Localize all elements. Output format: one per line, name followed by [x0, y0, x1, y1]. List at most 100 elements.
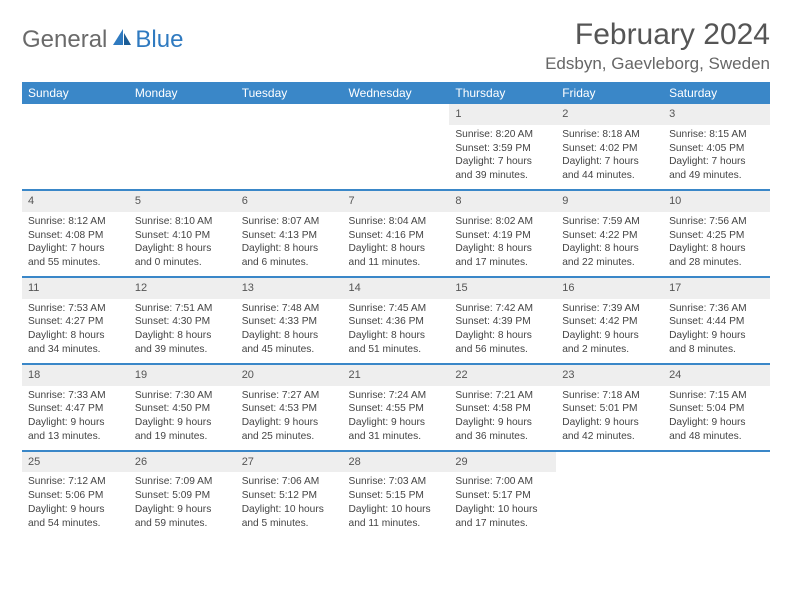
detail-line: Daylight: 7 hours and 55 minutes. [28, 242, 123, 270]
detail-line: Sunset: 4:39 PM [455, 315, 550, 329]
day-details: Sunrise: 7:27 AMSunset: 4:53 PMDaylight:… [236, 386, 343, 450]
detail-line: Sunrise: 7:36 AM [669, 302, 764, 316]
detail-line: Sunrise: 7:09 AM [135, 475, 230, 489]
day-number: 1 [449, 104, 556, 125]
day-number: 21 [343, 365, 450, 386]
day-number: 13 [236, 278, 343, 299]
detail-line: Sunset: 5:15 PM [349, 489, 444, 503]
day-number: 19 [129, 365, 236, 386]
detail-line: Daylight: 8 hours and 22 minutes. [562, 242, 657, 270]
weekday-header-row: Sunday Monday Tuesday Wednesday Thursday… [22, 82, 770, 104]
day-number: 17 [663, 278, 770, 299]
detail-line: Daylight: 7 hours and 49 minutes. [669, 155, 764, 183]
calendar-cell: 14Sunrise: 7:45 AMSunset: 4:36 PMDayligh… [343, 277, 450, 364]
calendar-cell: 10Sunrise: 7:56 AMSunset: 4:25 PMDayligh… [663, 190, 770, 277]
detail-line: Sunrise: 8:02 AM [455, 215, 550, 229]
detail-line: Sunset: 4:44 PM [669, 315, 764, 329]
calendar-row: 25Sunrise: 7:12 AMSunset: 5:06 PMDayligh… [22, 451, 770, 537]
detail-line: Daylight: 9 hours and 13 minutes. [28, 416, 123, 444]
detail-line: Sunrise: 8:04 AM [349, 215, 444, 229]
detail-line: Sunrise: 8:12 AM [28, 215, 123, 229]
calendar-cell: 8Sunrise: 8:02 AMSunset: 4:19 PMDaylight… [449, 190, 556, 277]
calendar-cell: 20Sunrise: 7:27 AMSunset: 4:53 PMDayligh… [236, 364, 343, 451]
weekday-header: Thursday [449, 82, 556, 104]
detail-line: Daylight: 8 hours and 11 minutes. [349, 242, 444, 270]
calendar-cell: 24Sunrise: 7:15 AMSunset: 5:04 PMDayligh… [663, 364, 770, 451]
detail-line: Sunrise: 7:30 AM [135, 389, 230, 403]
detail-line: Daylight: 8 hours and 51 minutes. [349, 329, 444, 357]
detail-line: Sunset: 4:10 PM [135, 229, 230, 243]
day-details: Sunrise: 7:56 AMSunset: 4:25 PMDaylight:… [663, 212, 770, 276]
weekday-header: Sunday [22, 82, 129, 104]
day-number: 9 [556, 191, 663, 212]
detail-line: Daylight: 10 hours and 11 minutes. [349, 503, 444, 531]
calendar-cell [343, 104, 450, 190]
day-details: Sunrise: 8:12 AMSunset: 4:08 PMDaylight:… [22, 212, 129, 276]
detail-line: Sunrise: 8:20 AM [455, 128, 550, 142]
calendar-cell: 12Sunrise: 7:51 AMSunset: 4:30 PMDayligh… [129, 277, 236, 364]
day-number: 8 [449, 191, 556, 212]
detail-line: Daylight: 9 hours and 25 minutes. [242, 416, 337, 444]
detail-line: Sunrise: 7:45 AM [349, 302, 444, 316]
day-number: 28 [343, 452, 450, 473]
calendar-cell: 22Sunrise: 7:21 AMSunset: 4:58 PMDayligh… [449, 364, 556, 451]
day-details: Sunrise: 7:03 AMSunset: 5:15 PMDaylight:… [343, 472, 450, 536]
detail-line: Sunset: 4:22 PM [562, 229, 657, 243]
calendar-cell: 15Sunrise: 7:42 AMSunset: 4:39 PMDayligh… [449, 277, 556, 364]
weekday-header: Friday [556, 82, 663, 104]
detail-line: Sunset: 4:50 PM [135, 402, 230, 416]
calendar-cell: 3Sunrise: 8:15 AMSunset: 4:05 PMDaylight… [663, 104, 770, 190]
calendar-cell [236, 104, 343, 190]
day-details: Sunrise: 8:18 AMSunset: 4:02 PMDaylight:… [556, 125, 663, 189]
detail-line: Sunrise: 7:33 AM [28, 389, 123, 403]
detail-line: Daylight: 8 hours and 45 minutes. [242, 329, 337, 357]
day-number: 5 [129, 191, 236, 212]
calendar-cell: 18Sunrise: 7:33 AMSunset: 4:47 PMDayligh… [22, 364, 129, 451]
day-number: 7 [343, 191, 450, 212]
calendar-cell [663, 451, 770, 537]
detail-line: Sunrise: 7:24 AM [349, 389, 444, 403]
detail-line: Sunrise: 7:56 AM [669, 215, 764, 229]
calendar-table: Sunday Monday Tuesday Wednesday Thursday… [22, 82, 770, 537]
page-title: February 2024 [545, 18, 770, 52]
day-number: 24 [663, 365, 770, 386]
detail-line: Sunset: 4:33 PM [242, 315, 337, 329]
calendar-row: 18Sunrise: 7:33 AMSunset: 4:47 PMDayligh… [22, 364, 770, 451]
detail-line: Daylight: 10 hours and 5 minutes. [242, 503, 337, 531]
calendar-cell [22, 104, 129, 190]
weekday-header: Tuesday [236, 82, 343, 104]
logo-text-general: General [22, 26, 107, 54]
detail-line: Daylight: 9 hours and 59 minutes. [135, 503, 230, 531]
day-details: Sunrise: 7:48 AMSunset: 4:33 PMDaylight:… [236, 299, 343, 363]
detail-line: Sunrise: 7:15 AM [669, 389, 764, 403]
detail-line: Sunrise: 8:07 AM [242, 215, 337, 229]
calendar-cell: 29Sunrise: 7:00 AMSunset: 5:17 PMDayligh… [449, 451, 556, 537]
detail-line: Sunset: 4:36 PM [349, 315, 444, 329]
detail-line: Sunset: 4:13 PM [242, 229, 337, 243]
detail-line: Sunrise: 7:03 AM [349, 475, 444, 489]
calendar-cell: 6Sunrise: 8:07 AMSunset: 4:13 PMDaylight… [236, 190, 343, 277]
detail-line: Daylight: 9 hours and 2 minutes. [562, 329, 657, 357]
detail-line: Daylight: 9 hours and 8 minutes. [669, 329, 764, 357]
day-number: 20 [236, 365, 343, 386]
calendar-cell: 1Sunrise: 8:20 AMSunset: 3:59 PMDaylight… [449, 104, 556, 190]
day-details: Sunrise: 7:42 AMSunset: 4:39 PMDaylight:… [449, 299, 556, 363]
detail-line: Sunrise: 8:15 AM [669, 128, 764, 142]
detail-line: Sunrise: 7:51 AM [135, 302, 230, 316]
calendar-cell: 2Sunrise: 8:18 AMSunset: 4:02 PMDaylight… [556, 104, 663, 190]
day-number: 29 [449, 452, 556, 473]
day-number: 3 [663, 104, 770, 125]
day-details: Sunrise: 7:15 AMSunset: 5:04 PMDaylight:… [663, 386, 770, 450]
detail-line: Daylight: 8 hours and 0 minutes. [135, 242, 230, 270]
detail-line: Daylight: 8 hours and 39 minutes. [135, 329, 230, 357]
detail-line: Daylight: 9 hours and 42 minutes. [562, 416, 657, 444]
day-number: 16 [556, 278, 663, 299]
day-details: Sunrise: 7:36 AMSunset: 4:44 PMDaylight:… [663, 299, 770, 363]
detail-line: Sunset: 4:55 PM [349, 402, 444, 416]
calendar-cell: 11Sunrise: 7:53 AMSunset: 4:27 PMDayligh… [22, 277, 129, 364]
title-block: February 2024 Edsbyn, Gaevleborg, Sweden [545, 18, 770, 74]
detail-line: Sunset: 5:01 PM [562, 402, 657, 416]
day-details: Sunrise: 7:53 AMSunset: 4:27 PMDaylight:… [22, 299, 129, 363]
detail-line: Sunrise: 7:48 AM [242, 302, 337, 316]
detail-line: Sunset: 4:25 PM [669, 229, 764, 243]
